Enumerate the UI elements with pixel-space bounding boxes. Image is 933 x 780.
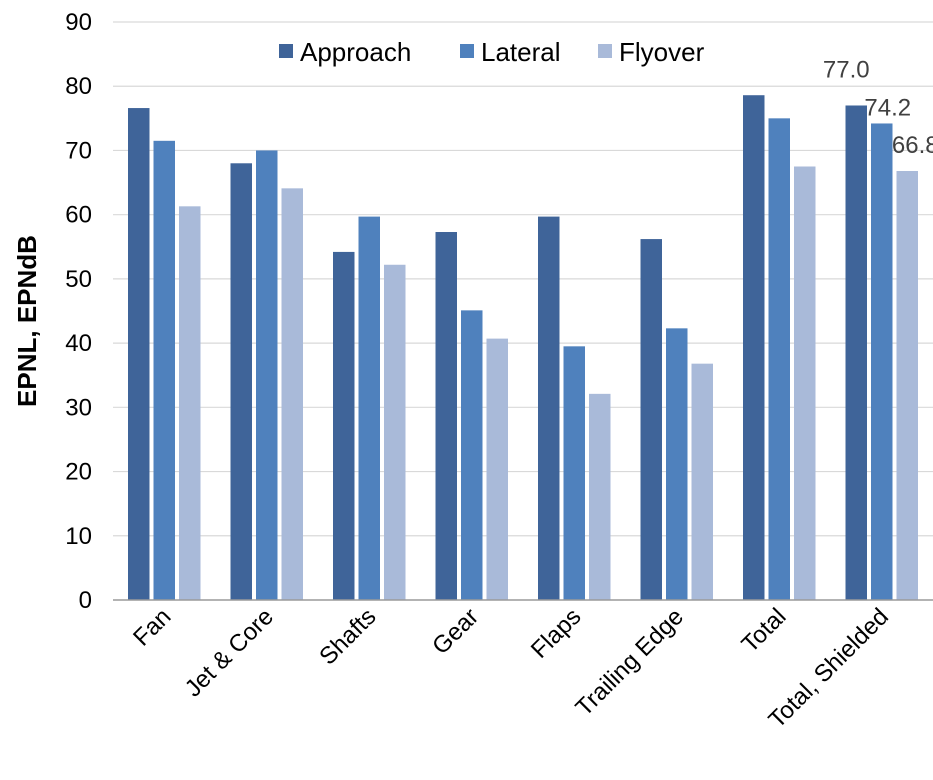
bar-flyover	[281, 188, 303, 600]
bar-flyover	[589, 393, 611, 600]
x-tick-label: Trailing Edge	[571, 603, 689, 721]
x-tick-label: Shafts	[314, 603, 381, 670]
bar-flyover	[691, 363, 713, 600]
x-tick-label: Jet & Core	[180, 603, 279, 702]
data-label: 74.2	[864, 94, 911, 121]
y-tick-label: 80	[65, 73, 92, 100]
x-tick-label: Flaps	[526, 603, 587, 664]
y-tick-label: 0	[79, 587, 92, 614]
y-tick-label: 50	[65, 266, 92, 293]
legend: Approach Lateral Flyover	[279, 37, 705, 67]
data-labels: 77.0 74.2 66.8	[823, 56, 933, 159]
bar-approach	[743, 95, 765, 601]
bar-flyover	[794, 166, 816, 600]
y-tick-label: 20	[65, 459, 92, 486]
data-label: 77.0	[823, 56, 870, 83]
bar-approach	[845, 105, 867, 600]
legend-label-lateral: Lateral	[481, 37, 561, 67]
legend-swatch-approach	[279, 44, 293, 58]
bar-approach	[128, 108, 150, 601]
y-tick-label: 90	[65, 9, 92, 36]
bar-approach	[333, 251, 355, 600]
bar-lateral	[666, 328, 688, 600]
bar-lateral	[871, 123, 893, 601]
bar-lateral	[461, 310, 483, 600]
bar-lateral	[563, 346, 585, 600]
y-tick-label: 40	[65, 330, 92, 357]
y-tick-label: 60	[65, 202, 92, 229]
data-label: 66.8	[892, 132, 933, 159]
x-tick-label: Gear	[427, 603, 484, 660]
bars	[128, 95, 918, 601]
bar-flyover	[384, 264, 406, 600]
bar-approach	[435, 232, 457, 601]
x-tick-label: Fan	[128, 603, 176, 651]
bar-approach	[640, 239, 662, 600]
bar-approach	[230, 163, 252, 601]
y-tick-label: 70	[65, 137, 92, 164]
legend-swatch-lateral	[460, 44, 474, 58]
x-tick-label: Total	[737, 603, 792, 658]
bar-approach	[538, 216, 560, 601]
y-tick-label: 10	[65, 523, 92, 550]
bar-lateral	[358, 216, 380, 601]
legend-swatch-flyover	[598, 44, 612, 58]
y-axis-label: EPNL, EPNdB	[12, 235, 42, 407]
bar-lateral	[768, 118, 790, 600]
y-tick-labels: 0 10 20 30 40 50 60 70 80 90	[65, 9, 92, 614]
bar-flyover	[486, 338, 508, 600]
bar-lateral	[256, 150, 278, 600]
bar-lateral	[153, 140, 175, 601]
legend-label-approach: Approach	[300, 37, 411, 67]
bar-flyover	[896, 170, 918, 601]
bar-flyover	[179, 206, 201, 600]
y-tick-label: 30	[65, 394, 92, 421]
legend-label-flyover: Flyover	[619, 37, 705, 67]
